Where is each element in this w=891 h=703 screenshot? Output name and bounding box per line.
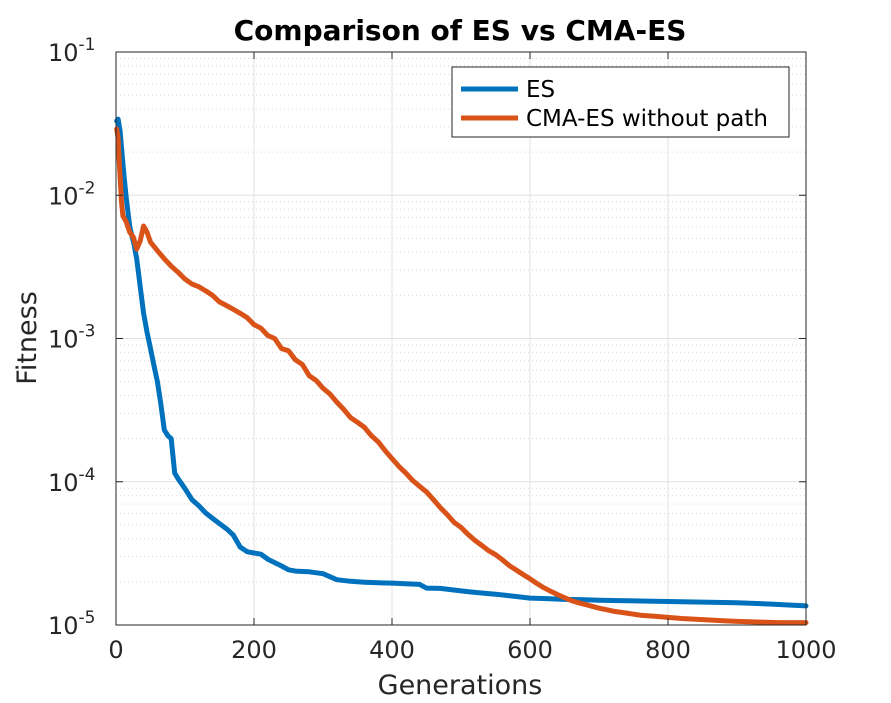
legend-box — [451, 66, 790, 138]
y-tick-label: 10-2 — [48, 178, 96, 210]
x-tick-label: 0 — [108, 636, 123, 664]
series-line-2 — [114, 126, 809, 626]
legend-label-1: ES — [526, 77, 555, 103]
y-tick-labels: 10-5 10-4 10-3 10-2 10-1 — [48, 35, 96, 640]
major-grid — [116, 52, 806, 625]
y-tick-label: 10-3 — [48, 322, 96, 354]
x-axis-label: Generations — [378, 670, 543, 701]
x-tick-label: 800 — [645, 636, 691, 664]
chart-title: Comparison of ES vs CMA-ES — [234, 14, 687, 47]
y-tick-label: 10-4 — [48, 465, 96, 497]
axis-ticks — [115, 51, 807, 626]
legend-label-2: CMA-ES without path — [526, 106, 768, 132]
series-layer — [114, 116, 809, 626]
legend: ES CMA-ES without path — [451, 66, 790, 138]
x-tick-label: 200 — [231, 636, 277, 664]
y-axis-label: Fitness — [12, 291, 43, 385]
x-tick-labels: 0 200 400 600 800 1000 — [108, 636, 836, 664]
series-line-1 — [114, 116, 809, 609]
x-tick-label: 600 — [507, 636, 553, 664]
x-tick-label: 400 — [369, 636, 415, 664]
y-tick-label: 10-1 — [48, 35, 96, 67]
y-tick-label: 10-5 — [48, 608, 96, 640]
x-tick-label: 1000 — [775, 636, 836, 664]
